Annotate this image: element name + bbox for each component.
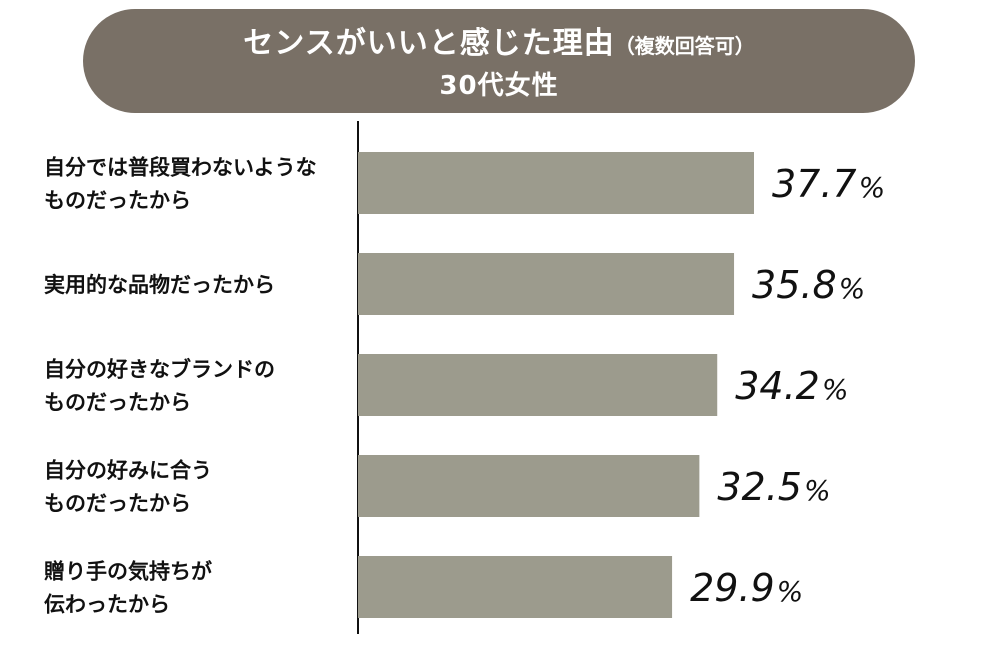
- category-label-2: 実用的な品物だったから: [44, 273, 275, 297]
- value-label-3: 34.2%: [735, 364, 848, 408]
- value-number: 35.8: [752, 263, 837, 307]
- category-label-line: ものだったから: [44, 391, 191, 415]
- value-unit: %: [859, 171, 886, 204]
- value-number: 34.2: [735, 364, 820, 408]
- value-unit: %: [804, 474, 831, 507]
- category-label-1: 自分では普段買わないようなものだったから: [44, 156, 317, 213]
- value-unit: %: [839, 272, 866, 305]
- category-label-3: 自分の好きなブランドのものだったから: [44, 358, 275, 415]
- category-label-line: 自分の好みに合う: [44, 459, 212, 483]
- bar-5: [358, 556, 673, 618]
- bar-4: [358, 455, 700, 517]
- value-unit: %: [822, 373, 849, 406]
- bar-1: [358, 152, 754, 214]
- value-label-5: 29.9%: [690, 566, 803, 610]
- title-banner: センスがいいと感じた理由（複数回答可） 30代女性: [83, 9, 915, 113]
- category-label-line: ものだったから: [44, 492, 191, 516]
- value-unit: %: [777, 575, 804, 608]
- value-number: 32.5: [717, 465, 802, 509]
- category-label-line: 実用的な品物だったから: [44, 273, 275, 297]
- category-label-line: 自分の好きなブランドの: [44, 358, 275, 382]
- category-label-line: 自分では普段買わないような: [44, 156, 317, 180]
- value-label-4: 32.5%: [717, 465, 830, 509]
- value-number: 37.7: [772, 162, 857, 206]
- category-label-4: 自分の好みに合うものだったから: [44, 459, 212, 516]
- value-label-2: 35.8%: [752, 263, 865, 307]
- bar-3: [358, 354, 718, 416]
- category-label-line: ものだったから: [44, 189, 191, 213]
- chart-title-main: センスがいいと感じた理由: [243, 26, 615, 61]
- category-label-line: 贈り手の気持ちが: [44, 560, 212, 584]
- chart-subtitle: 30代女性: [439, 71, 559, 101]
- category-label-5: 贈り手の気持ちが伝わったから: [44, 560, 212, 617]
- bar-2: [358, 253, 735, 315]
- category-label-line: 伝わったから: [44, 593, 170, 617]
- chart-title: センスがいいと感じた理由（複数回答可）: [83, 25, 915, 65]
- value-label-1: 37.7%: [772, 162, 885, 206]
- value-number: 29.9: [690, 566, 775, 610]
- chart-title-note: （複数回答可）: [614, 34, 755, 58]
